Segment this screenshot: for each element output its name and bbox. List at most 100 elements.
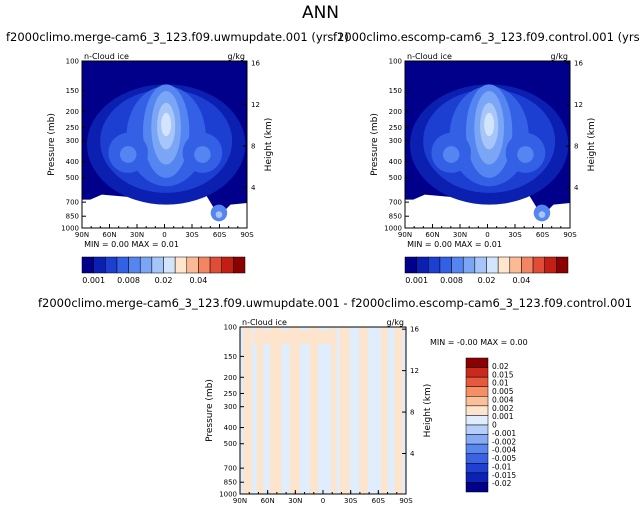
colorbar-tick-label: 0.04: [190, 276, 208, 285]
colorbar-tick-label: 0.002: [492, 404, 514, 413]
y-tick-label: 200: [389, 108, 402, 116]
colorbar-tick-label: -0.001: [492, 429, 516, 438]
x-tick-label: 90N: [75, 231, 89, 239]
x-tick-label: 0: [485, 231, 489, 239]
diff-positive-region: [339, 327, 350, 494]
colorbar-cell: [465, 386, 489, 397]
colorbar-tick-label: 0.004: [492, 395, 514, 404]
y-tick-label: 700: [224, 465, 237, 473]
colorbar-tick-label: -0.002: [492, 437, 516, 446]
variable-label: n-Cloud ice: [84, 52, 129, 61]
colorbar-cell: [465, 367, 489, 378]
colorbar-cell: [465, 415, 489, 426]
x-tick-label: 0: [321, 497, 325, 505]
colorbar-cell: [465, 472, 489, 483]
field-group: [405, 61, 570, 222]
y-tick-label: 200: [66, 108, 79, 116]
contour-lobe-right-inner: [194, 146, 211, 163]
panel-1-title: f2000climo.merge-cam6_3_123.f09.uwmupdat…: [6, 30, 349, 44]
colorbar-tick-label: 0.001: [405, 276, 428, 285]
units-label: g/kg: [228, 52, 245, 61]
colorbar-tick-label: 0.01: [492, 379, 509, 388]
contour-spot-inner: [538, 211, 546, 218]
colorbar-tick-label: 0.001: [82, 276, 105, 285]
colorbar-tick-label: 0.005: [492, 387, 514, 396]
diff-positive-region: [243, 327, 252, 494]
y-right-tick-label: 8: [251, 143, 255, 151]
y-tick-label: 400: [389, 158, 402, 166]
colorbar-tick-label: 0.008: [117, 276, 140, 285]
colorbar-cell: [465, 463, 489, 474]
contour-lobe-right-inner: [517, 146, 534, 163]
x-tick-label: 60N: [261, 497, 275, 505]
y-tick-label: 400: [66, 158, 79, 166]
x-tick-label: 60S: [372, 497, 386, 505]
colorbar-tick-label: -0.015: [492, 471, 516, 480]
y-tick-label: 850: [389, 213, 402, 221]
contour-level-7: [484, 112, 495, 137]
y-tick-label: 1000: [384, 225, 402, 233]
diff-positive-region: [359, 327, 368, 494]
y-tick-label: 500: [389, 174, 402, 182]
diff-background: [240, 327, 406, 494]
x-tick-label: 30N: [130, 231, 144, 239]
y-tick-label: 150: [224, 353, 237, 361]
y-tick-label: 250: [66, 124, 79, 132]
colorbar-cell: [233, 256, 246, 274]
field-group: [82, 61, 247, 222]
colorbar-tick-label: 0.02: [155, 276, 173, 285]
y-axis-label: Pressure (mb): [205, 379, 215, 442]
y-tick-label: 1000: [219, 491, 237, 499]
y-tick-label: 300: [224, 403, 237, 411]
contour-level-7: [161, 112, 172, 137]
min-label: MIN = 0.00 MAX = 0.01: [84, 240, 179, 249]
colorbar-tick-label: 0.001: [492, 412, 514, 421]
colorbar-cell: [465, 453, 489, 464]
y-axis-right-label: Height (km): [264, 118, 274, 172]
y-tick-label: 400: [224, 424, 237, 432]
colorbar-tick-label: 0.008: [440, 276, 463, 285]
variable-label: n-Cloud ice: [242, 318, 287, 327]
y-tick-label: 850: [66, 213, 79, 221]
diff-positive-region: [381, 327, 388, 494]
y-tick-label: 500: [66, 174, 79, 182]
y-right-tick-label: 12: [251, 101, 260, 109]
colorbar-tick-label: 0.04: [513, 276, 531, 285]
diff-positive-region: [331, 327, 337, 494]
colorbar-tick-label: -0.005: [492, 454, 516, 463]
x-tick-label: 30S: [508, 231, 522, 239]
y-right-tick-label: 16: [574, 60, 583, 68]
colorbar-cell: [465, 424, 489, 435]
x-tick-label: 90S: [240, 231, 254, 239]
y-tick-label: 200: [224, 374, 237, 382]
colorbar-cell: [465, 396, 489, 407]
y-axis-right-label: Height (km): [423, 384, 433, 438]
y-right-tick-label: 16: [251, 60, 260, 68]
y-tick-label: 700: [389, 199, 402, 207]
diff-positive-region: [256, 327, 264, 494]
y-right-tick-label: 4: [410, 450, 415, 458]
y-tick-label: 500: [224, 440, 237, 448]
x-tick-label: 90N: [398, 231, 412, 239]
colorbar-cell: [465, 357, 489, 368]
panel-2-title: f2000climo.escomp-cam6_3_123.f09.control…: [333, 30, 641, 44]
y-tick-label: 1000: [61, 225, 79, 233]
x-tick-label: 60N: [425, 231, 439, 239]
diff-positive-region: [309, 327, 319, 494]
y-tick-label: 100: [389, 58, 402, 66]
colorbar-tick-label: 0.02: [478, 276, 496, 285]
x-tick-label: 30S: [344, 497, 358, 505]
x-tick-label: 90S: [399, 497, 413, 505]
colorbar-cell: [465, 376, 489, 387]
y-right-tick-label: 16: [410, 326, 419, 334]
panel-3-title: f2000climo.merge-cam6_3_123.f09.uwmupdat…: [38, 296, 633, 310]
colorbar-tick-label: 0.02: [492, 362, 509, 371]
variable-label: n-Cloud ice: [407, 52, 452, 61]
colorbar-cell: [465, 434, 489, 445]
y-tick-label: 150: [389, 87, 402, 95]
y-right-tick-label: 12: [410, 367, 419, 375]
y-right-tick-label: 8: [410, 409, 414, 417]
